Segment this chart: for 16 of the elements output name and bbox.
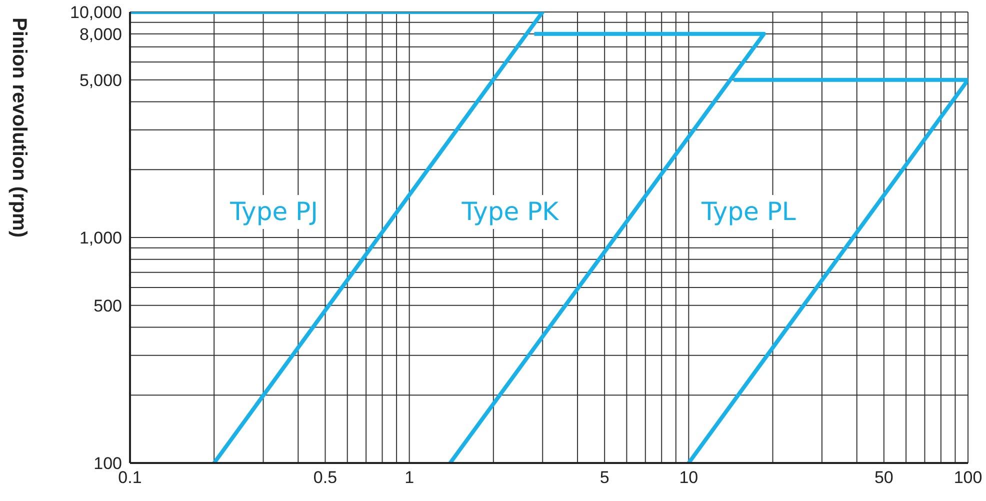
text: Type PJ xyxy=(229,196,318,226)
x-tick-label: 0.5 xyxy=(313,468,338,488)
text: Type PL xyxy=(700,196,796,226)
y-tick-label: 500 xyxy=(94,296,122,316)
x-tick-label: 5 xyxy=(600,468,610,488)
x-tick-label: 50 xyxy=(874,468,894,488)
y-tick-label: 5,000 xyxy=(79,70,122,90)
x-tick-label: 0.1 xyxy=(118,468,142,488)
text: Type PK xyxy=(460,196,560,226)
y-tick-label: 8,000 xyxy=(79,24,122,44)
y-tick-label: 1,000 xyxy=(79,228,122,248)
x-tick-label: 100 xyxy=(954,468,982,488)
y-tick-label: 10,000 xyxy=(70,3,122,22)
x-tick-label: 1 xyxy=(404,468,414,488)
y-axis-title: Pinion revolution (rpm) xyxy=(8,18,30,238)
x-tick-label: 10 xyxy=(679,468,698,488)
